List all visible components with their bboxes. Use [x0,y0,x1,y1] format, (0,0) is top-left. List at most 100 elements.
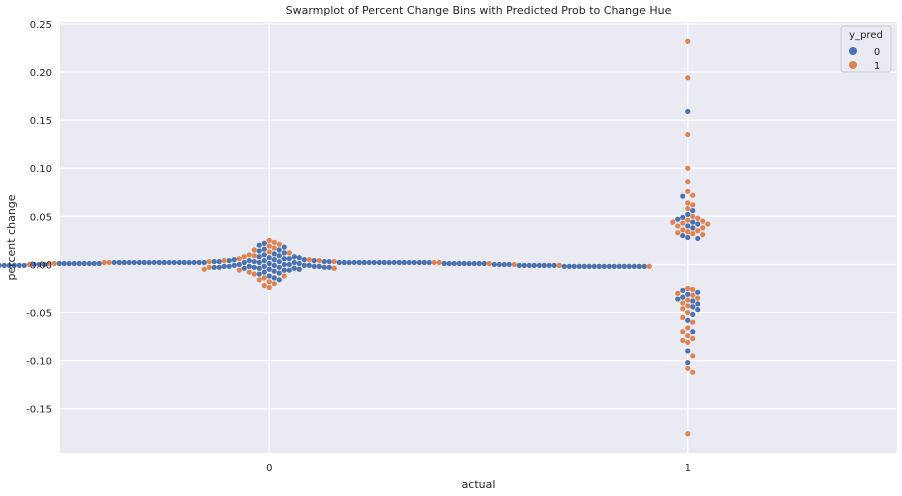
legend-title: y_pred [849,30,883,41]
swarm-point-y_pred-0 [226,263,232,269]
swarm-point-y_pred-0 [296,260,302,267]
swarm-point-y_pred-0 [690,298,696,304]
swarm-point-y_pred-0 [680,193,686,199]
swarm-point-y_pred-0 [531,262,537,268]
swarm-point-y_pred-0 [611,263,617,269]
swarm-point-y_pred-0 [111,259,117,266]
swarm-point-y_pred-1 [695,228,701,234]
swarm-point-y_pred-0 [346,259,352,266]
swarm-point-y_pred-0 [286,256,292,262]
swarm-point-y_pred-0 [11,262,17,268]
swarm-point-y_pred-0 [161,259,167,266]
swarm-point-y_pred-1 [685,325,691,331]
swarm-point-y_pred-1 [206,264,212,270]
swarm-point-y_pred-1 [266,243,272,249]
swarm-point-y_pred-0 [261,263,267,269]
swarm-point-y_pred-1 [26,261,32,268]
y-tick-label: 0.25 [30,20,52,31]
swarm-point-y_pred-0 [66,260,72,267]
swarm-point-y_pred-0 [196,259,202,266]
swarm-point-y_pred-0 [291,265,297,271]
swarm-point-y_pred-0 [675,216,681,222]
swarm-point-y_pred-0 [536,262,542,268]
swarm-point-y_pred-0 [146,259,152,266]
swarm-point-y_pred-1 [246,252,252,258]
swarm-point-y_pred-0 [71,260,77,267]
y-tick-label: -0.10 [26,357,52,368]
swarm-point-y_pred-0 [406,259,412,266]
swarm-point-y_pred-0 [191,259,197,266]
swarm-point-y_pred-1 [690,286,696,293]
swarm-point-y_pred-1 [101,259,107,266]
y-tick-label: -0.15 [26,405,52,416]
swarm-point-y_pred-0 [551,262,557,268]
swarm-point-y_pred-1 [266,279,272,285]
swarm-point-y_pred-0 [36,261,42,268]
swarm-point-y_pred-1 [556,262,562,268]
swarm-point-y_pred-0 [326,264,332,270]
swarm-point-y_pred-1 [431,259,437,266]
swarm-point-y_pred-0 [321,264,327,270]
swarm-point-y_pred-0 [171,259,177,266]
swarm-point-y_pred-0 [576,263,582,269]
y-tick-label: -0.05 [26,309,52,320]
swarm-point-y_pred-0 [680,287,686,294]
swarm-point-y_pred-0 [61,260,67,267]
swarm-point-y_pred-1 [680,300,686,306]
swarm-point-y_pred-0 [685,211,691,218]
swarm-point-y_pred-1 [700,225,706,231]
swarm-point-y_pred-1 [281,273,287,279]
swarm-point-y_pred-0 [446,260,452,267]
swarm-point-y_pred-1 [680,227,686,233]
swarm-point-y_pred-0 [246,257,252,264]
swarm-point-y_pred-0 [251,258,257,265]
swarm-point-y_pred-0 [471,260,477,267]
swarm-point-y_pred-0 [216,258,222,265]
swarm-point-y_pred-1 [675,230,681,236]
swarm-point-y_pred-0 [96,260,102,267]
swarm-point-y_pred-0 [281,250,287,256]
swarm-point-y_pred-1 [266,249,272,255]
swarm-point-y_pred-0 [266,273,272,279]
swarm-point-y_pred-1 [236,267,242,273]
swarm-point-y_pred-0 [276,247,282,253]
swarm-point-y_pred-0 [356,259,362,266]
swarm-point-y_pred-1 [680,220,686,226]
y-axis-label: percent change [5,194,18,280]
swarm-point-y_pred-0 [286,261,292,268]
swarm-point-y_pred-1 [511,261,517,268]
swarm-point-y_pred-1 [251,247,257,253]
swarm-point-y_pred-0 [276,270,282,276]
swarm-point-y_pred-0 [685,234,691,241]
swarm-point-y_pred-0 [690,329,696,335]
swarm-point-y_pred-1 [251,271,257,277]
swarm-point-y_pred-0 [596,263,602,269]
swarm-point-y_pred-1 [690,335,696,342]
swarm-points [0,38,711,437]
swarm-point-y_pred-0 [6,262,12,268]
swarm-point-y_pred-0 [561,263,567,269]
swarm-point-y_pred-0 [276,264,282,270]
swarm-point-y_pred-0 [461,260,467,267]
swarm-point-y_pred-1 [241,254,247,260]
swarm-point-y_pred-1 [695,295,701,301]
swarm-point-y_pred-0 [56,260,62,267]
swarm-point-y_pred-1 [685,285,691,292]
swarm-point-y_pred-0 [631,263,637,269]
swarm-point-y_pred-0 [251,264,257,270]
swarm-point-y_pred-0 [361,259,367,266]
swarm-point-y_pred-0 [456,260,462,267]
legend-label: 1 [874,61,880,72]
chart-title: Swarmplot of Percent Change Bins with Pr… [286,4,672,17]
swarm-point-y_pred-0 [506,261,512,268]
swarm-point-y_pred-0 [680,214,686,220]
swarm-point-y_pred-0 [501,261,507,268]
legend: y_pred 01 [840,25,892,73]
swarm-point-y_pred-1 [690,369,696,375]
swarm-point-y_pred-1 [690,213,696,219]
swarm-point-y_pred-0 [586,263,592,269]
swarm-point-y_pred-0 [91,260,97,267]
swarm-point-y_pred-0 [416,259,422,266]
swarm-point-y_pred-1 [690,353,696,359]
legend-entries: 01 [849,47,880,72]
